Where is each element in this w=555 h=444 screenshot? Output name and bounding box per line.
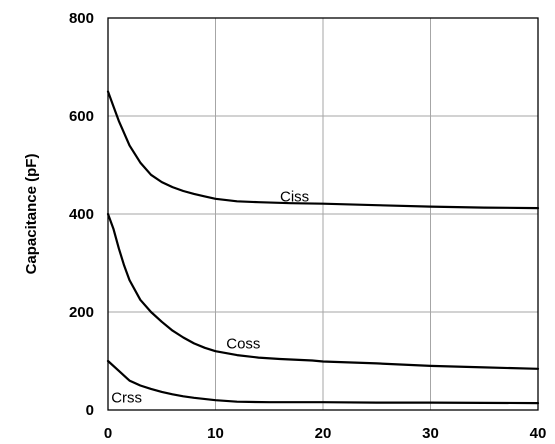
x-tick-label: 0 (104, 425, 112, 442)
x-tick-label: 10 (207, 425, 224, 442)
y-tick-label: 0 (86, 402, 94, 419)
y-tick-label: 600 (69, 108, 94, 125)
series-line-crss (106, 359, 540, 405)
series-label-ciss: Ciss (280, 188, 309, 205)
plot-area (107, 17, 539, 411)
series-lines (106, 90, 540, 405)
series-line-ciss (106, 90, 540, 210)
y-tick-label: 400 (69, 206, 94, 223)
series-label-crss: Crss (111, 389, 142, 406)
grid (108, 18, 538, 410)
series-annotations: Ciss Coss Crss (111, 188, 309, 406)
y-tick-label: 200 (69, 304, 94, 321)
series-label-coss: Coss (226, 335, 260, 352)
x-tick-label: 30 (422, 425, 439, 442)
x-axis-tick-labels: 0 10 20 30 40 (104, 425, 547, 442)
y-axis-tick-labels: 0 200 400 600 800 (69, 10, 94, 419)
series-line-coss (106, 212, 540, 370)
y-tick-label: 800 (69, 10, 94, 27)
y-axis-title: Capacitance (pF) (23, 154, 40, 275)
x-tick-label: 40 (530, 425, 547, 442)
x-tick-label: 20 (315, 425, 332, 442)
